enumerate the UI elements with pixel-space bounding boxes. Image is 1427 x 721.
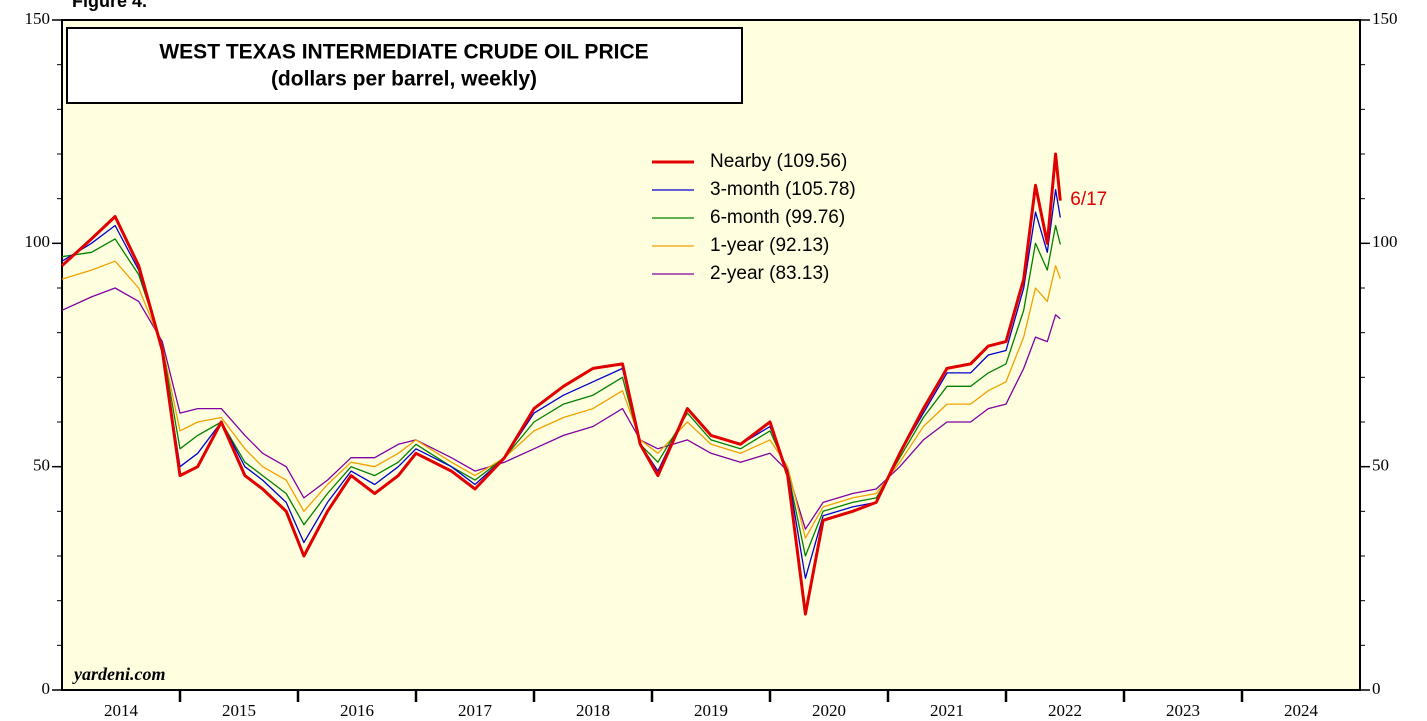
y-tick-label-right: 0 [1372,679,1381,698]
series-line [61,260,1061,539]
x-tick-label: 2016 [340,701,374,720]
x-tick-label: 2017 [458,701,493,720]
x-tick-label: 2024 [1284,701,1319,720]
y-tick-label-right: 50 [1372,456,1389,475]
y-tick-label: 0 [42,679,51,698]
legend-label: 6-month (99.76) [710,207,845,228]
y-tick-label: 50 [33,456,50,475]
legend-label: Nearby (109.56) [710,151,847,172]
title-box [66,27,743,104]
y-tick-label-right: 150 [1372,9,1398,28]
chart-title: WEST TEXAS INTERMEDIATE CRUDE OIL PRICE [159,41,648,64]
legend-label: 2-year (83.13) [710,263,829,284]
legend-label: 3-month (105.78) [710,179,856,200]
plot-area [61,19,1361,691]
x-tick-label: 2021 [930,701,964,720]
chart-subtitle: (dollars per barrel, weekly) [271,68,537,91]
y-tick-label: 150 [25,9,51,28]
series-line [61,287,1061,530]
figure-label: Figure 4. [72,0,147,11]
x-tick-label: 2015 [222,701,256,720]
series-line [60,152,1062,616]
series-line [61,224,1061,557]
y-tick-label: 100 [25,232,51,251]
series-line [61,189,1061,579]
annotation: 6/17 [1070,189,1107,210]
x-tick-label: 2022 [1048,701,1082,720]
x-tick-label: 2014 [104,701,139,720]
source: yardeni.com [72,664,166,684]
x-tick-label: 2020 [812,701,846,720]
x-tick-label: 2019 [694,701,728,720]
x-tick-label: 2023 [1166,701,1200,720]
legend-label: 1-year (92.13) [710,235,829,256]
x-tick-label: 2018 [576,701,610,720]
y-tick-label-right: 100 [1372,232,1398,251]
